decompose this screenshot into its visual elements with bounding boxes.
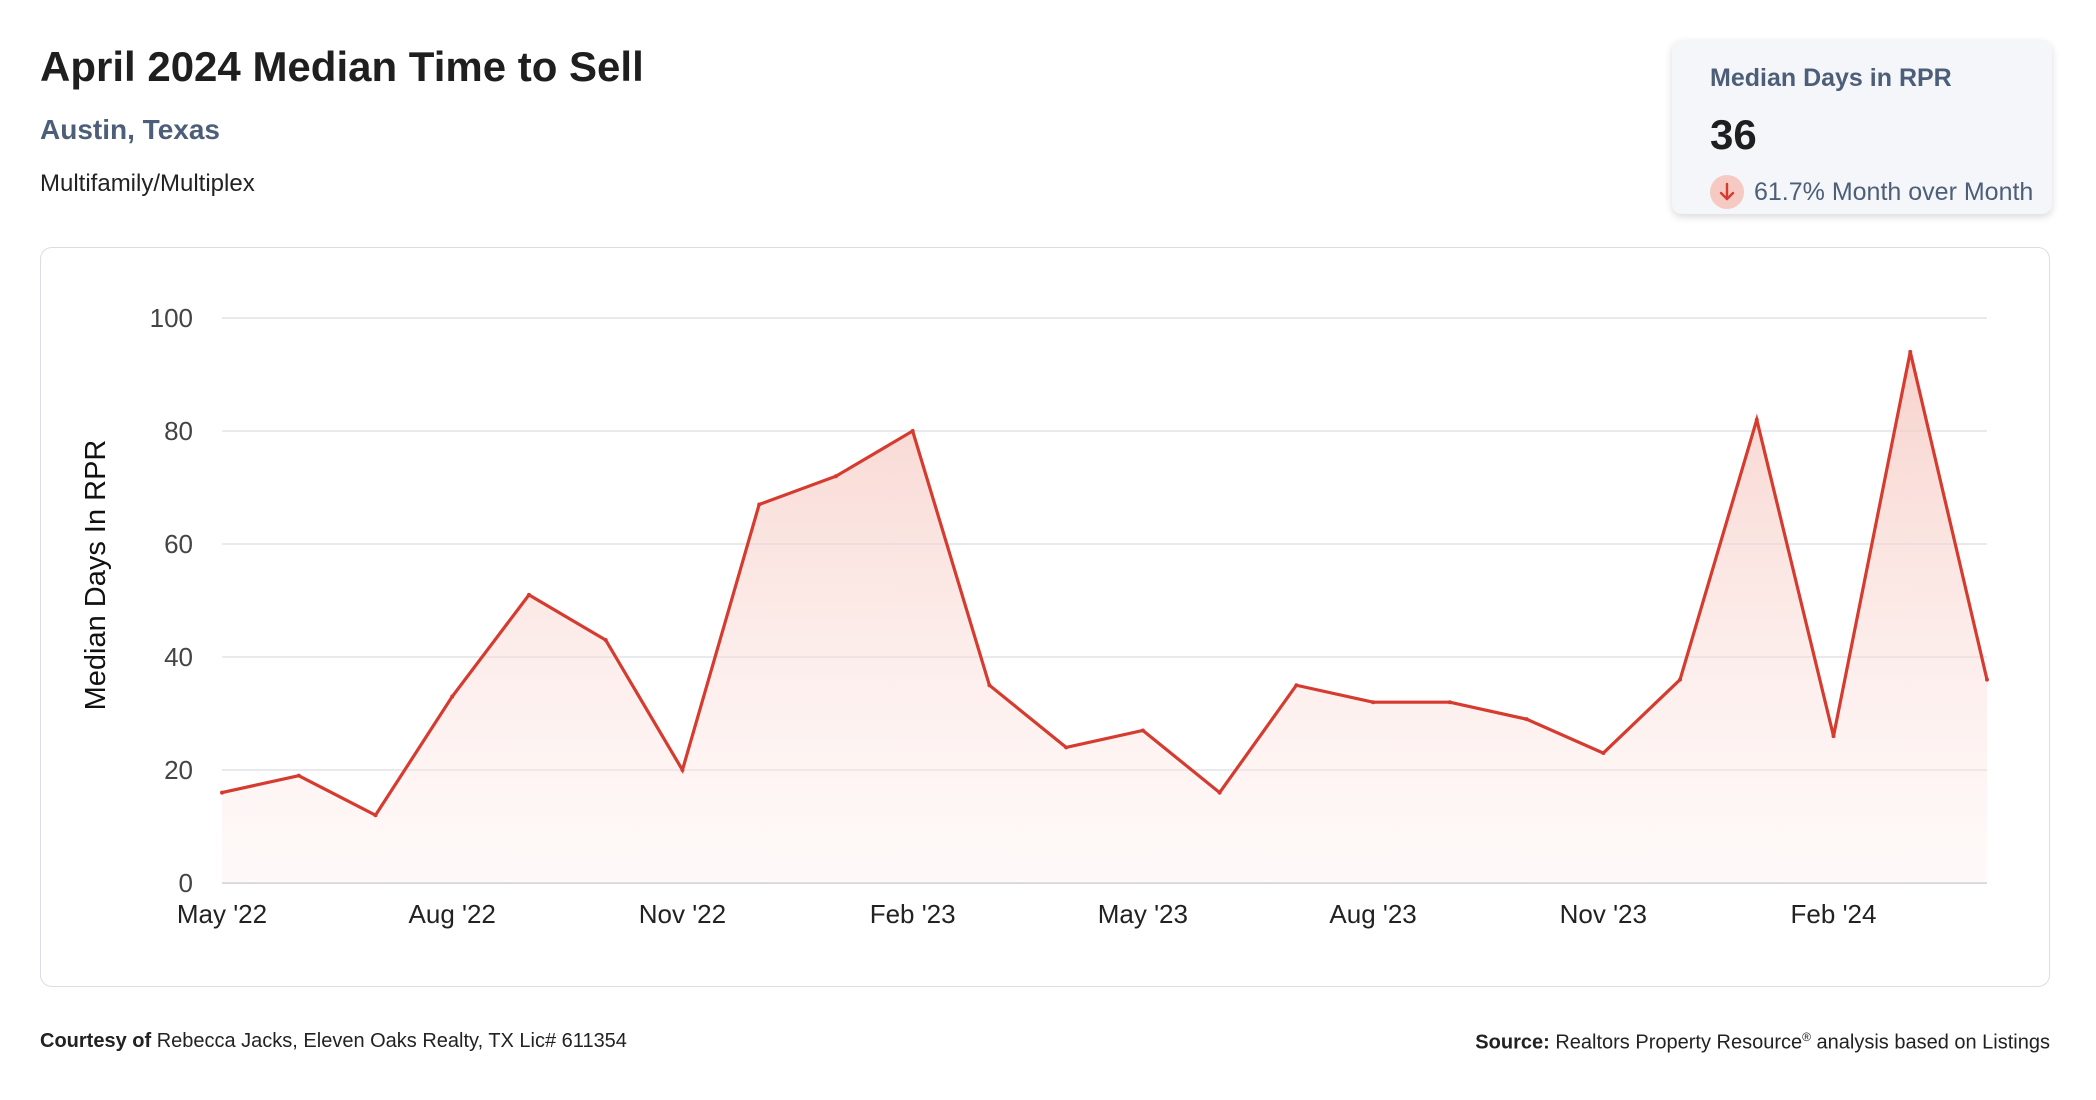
y-tick-label: 80 <box>164 416 193 446</box>
x-tick-label: Feb '23 <box>870 899 956 929</box>
x-tick-label: Aug '22 <box>409 899 496 929</box>
y-tick-label: 40 <box>164 642 193 672</box>
x-tick-label: Feb '24 <box>1791 899 1877 929</box>
data-point <box>833 474 838 479</box>
page-title: April 2024 Median Time to Sell <box>40 43 644 90</box>
x-tick-label: May '23 <box>1098 899 1188 929</box>
data-point <box>757 502 762 507</box>
stat-value: 36 <box>1710 111 1757 158</box>
x-tick-label: Aug '23 <box>1329 899 1416 929</box>
data-point <box>296 773 301 778</box>
x-tick-label: Nov '23 <box>1560 899 1647 929</box>
data-point <box>603 638 608 643</box>
data-point <box>1371 700 1376 705</box>
chart-container: 0 20 40 60 80 100 May '22 Aug '22 Nov '22 Feb '2… <box>40 247 2050 987</box>
header: April 2024 Median Time to Sell Austin, T… <box>40 40 644 198</box>
x-tick-label: May '22 <box>177 899 267 929</box>
data-point <box>526 592 531 597</box>
footer-courtesy: Courtesy of Rebecca Jacks, Eleven Oaks R… <box>40 1030 627 1053</box>
property-type: Multifamily/Multiplex <box>40 170 255 197</box>
data-point <box>1678 677 1683 682</box>
data-point <box>373 813 378 818</box>
arrow-down-icon <box>1710 175 1744 209</box>
median-days-stat-card: Median Days in RPR 36 61.7% Month over M… <box>1672 40 2052 214</box>
source-text-2: analysis based on Listings <box>1810 1031 2051 1054</box>
data-point <box>1294 683 1299 688</box>
data-point <box>1140 728 1145 733</box>
data-point <box>1601 751 1606 756</box>
y-tick-label: 60 <box>164 529 193 559</box>
source-label: Source: <box>1475 1031 1550 1054</box>
data-point <box>1217 790 1222 795</box>
data-point <box>1985 677 1989 682</box>
courtesy-label: Courtesy of <box>40 1030 152 1052</box>
data-point <box>450 694 455 699</box>
series-area <box>222 351 1987 883</box>
data-point <box>220 790 224 795</box>
data-point <box>1754 417 1759 422</box>
data-point <box>680 768 685 772</box>
data-point <box>987 683 992 688</box>
y-tick-label: 100 <box>150 303 193 333</box>
location-subtitle: Austin, Texas <box>40 114 220 145</box>
median-days-chart: 0 20 40 60 80 100 May '22 Aug '22 Nov '22 Feb '2… <box>80 303 1989 929</box>
x-tick-label: Nov '22 <box>639 899 726 929</box>
data-point <box>1064 745 1069 750</box>
data-point <box>1447 700 1452 705</box>
y-tick-label: 0 <box>179 868 193 898</box>
stat-change: 61.7% Month over Month <box>1710 175 2052 209</box>
footer-source: Source: Realtors Property Resource® anal… <box>1475 1030 2050 1055</box>
source-text-1: Realtors Property Resource <box>1555 1031 1803 1054</box>
courtesy-text: Rebecca Jacks, Eleven Oaks Realty, TX Li… <box>156 1030 627 1052</box>
data-point <box>1831 734 1836 739</box>
data-point <box>1524 717 1529 722</box>
stat-change-text: 61.7% Month over Month <box>1754 177 2034 206</box>
stat-label: Median Days in RPR <box>1710 64 1952 92</box>
series-line <box>221 351 1989 818</box>
data-point <box>910 429 915 433</box>
data-point <box>1908 349 1913 354</box>
registered-mark: ® <box>1802 1030 1811 1044</box>
y-tick-label: 20 <box>164 755 193 785</box>
y-axis-label: Median Days In RPR <box>80 440 112 711</box>
